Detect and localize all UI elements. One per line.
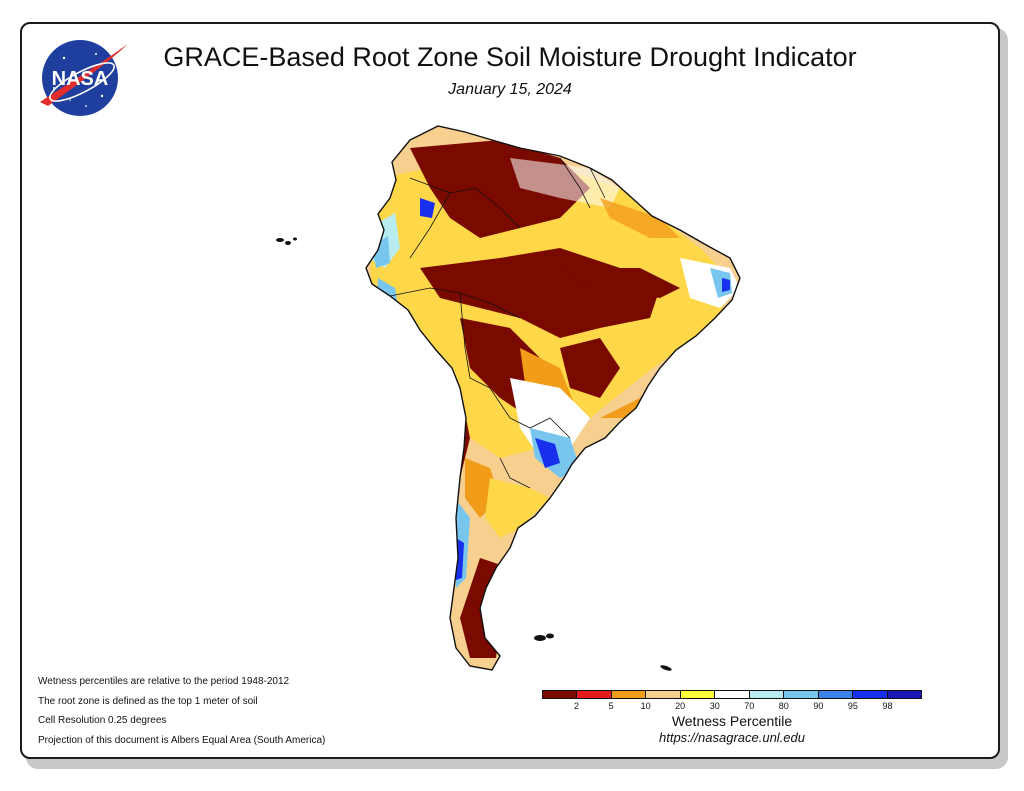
legend-swatch — [646, 691, 681, 698]
legend-color-bar — [542, 690, 922, 699]
galapagos-islands — [276, 237, 297, 245]
note-period: Wetness percentiles are relative to the … — [38, 676, 290, 687]
legend-tick-label: 2 — [574, 701, 580, 711]
note-root-zone: The root zone is defined as the top 1 me… — [38, 695, 258, 707]
legend-tick-label: 98 — [882, 701, 893, 711]
country-borders — [389, 157, 606, 489]
legend-swatch — [543, 691, 578, 698]
nasa-logo: NASA — [40, 40, 128, 116]
legend-tick-label: 90 — [813, 701, 824, 711]
legend-swatch — [853, 691, 888, 698]
legend-swatch — [611, 691, 647, 698]
wetness-legend: 2 5 10 20 30 70 80 90 95 98 Wetness Percentile — [542, 690, 922, 729]
legend-swatch — [577, 691, 612, 698]
legend-swatch — [887, 691, 921, 698]
nasa-swoosh — [40, 44, 128, 106]
legend-swatch — [680, 691, 716, 698]
legend-tick-label: 80 — [778, 701, 789, 711]
legend-tick-label: 70 — [744, 701, 755, 711]
legend-tick-label: 5 — [608, 701, 614, 711]
legend-tick-label: 10 — [640, 701, 651, 711]
map-notes: Wetness percentiles are relative to the … — [38, 676, 438, 754]
legend-swatch — [818, 691, 854, 698]
south-america-map — [276, 125, 741, 671]
legend-swatch — [749, 691, 785, 698]
south-georgia-island — [660, 665, 672, 671]
legend-ticks: 2 5 10 20 30 70 80 90 95 98 — [542, 701, 922, 713]
legend-tick-label: 20 — [675, 701, 686, 711]
legend-swatch — [784, 691, 819, 698]
nasa-logo-text: NASA — [52, 68, 109, 90]
legend-tick-label: 30 — [709, 701, 720, 711]
source-url[interactable]: https://nasagrace.unl.edu — [659, 730, 805, 745]
legend-swatch — [715, 691, 750, 698]
note-resolution: Cell Resolution 0.25 degrees — [38, 715, 167, 726]
legend-title: Wetness Percentile — [671, 713, 793, 729]
map-date: January 15, 2024 — [448, 81, 572, 98]
legend-tick-label: 95 — [847, 701, 858, 711]
map-title: GRACE-Based Root Zone Soil Moisture Drou… — [163, 42, 857, 72]
drought-fill — [366, 126, 740, 670]
falkland-islands — [534, 633, 554, 641]
note-projection: Projection of this document is Albers Eq… — [38, 734, 326, 746]
